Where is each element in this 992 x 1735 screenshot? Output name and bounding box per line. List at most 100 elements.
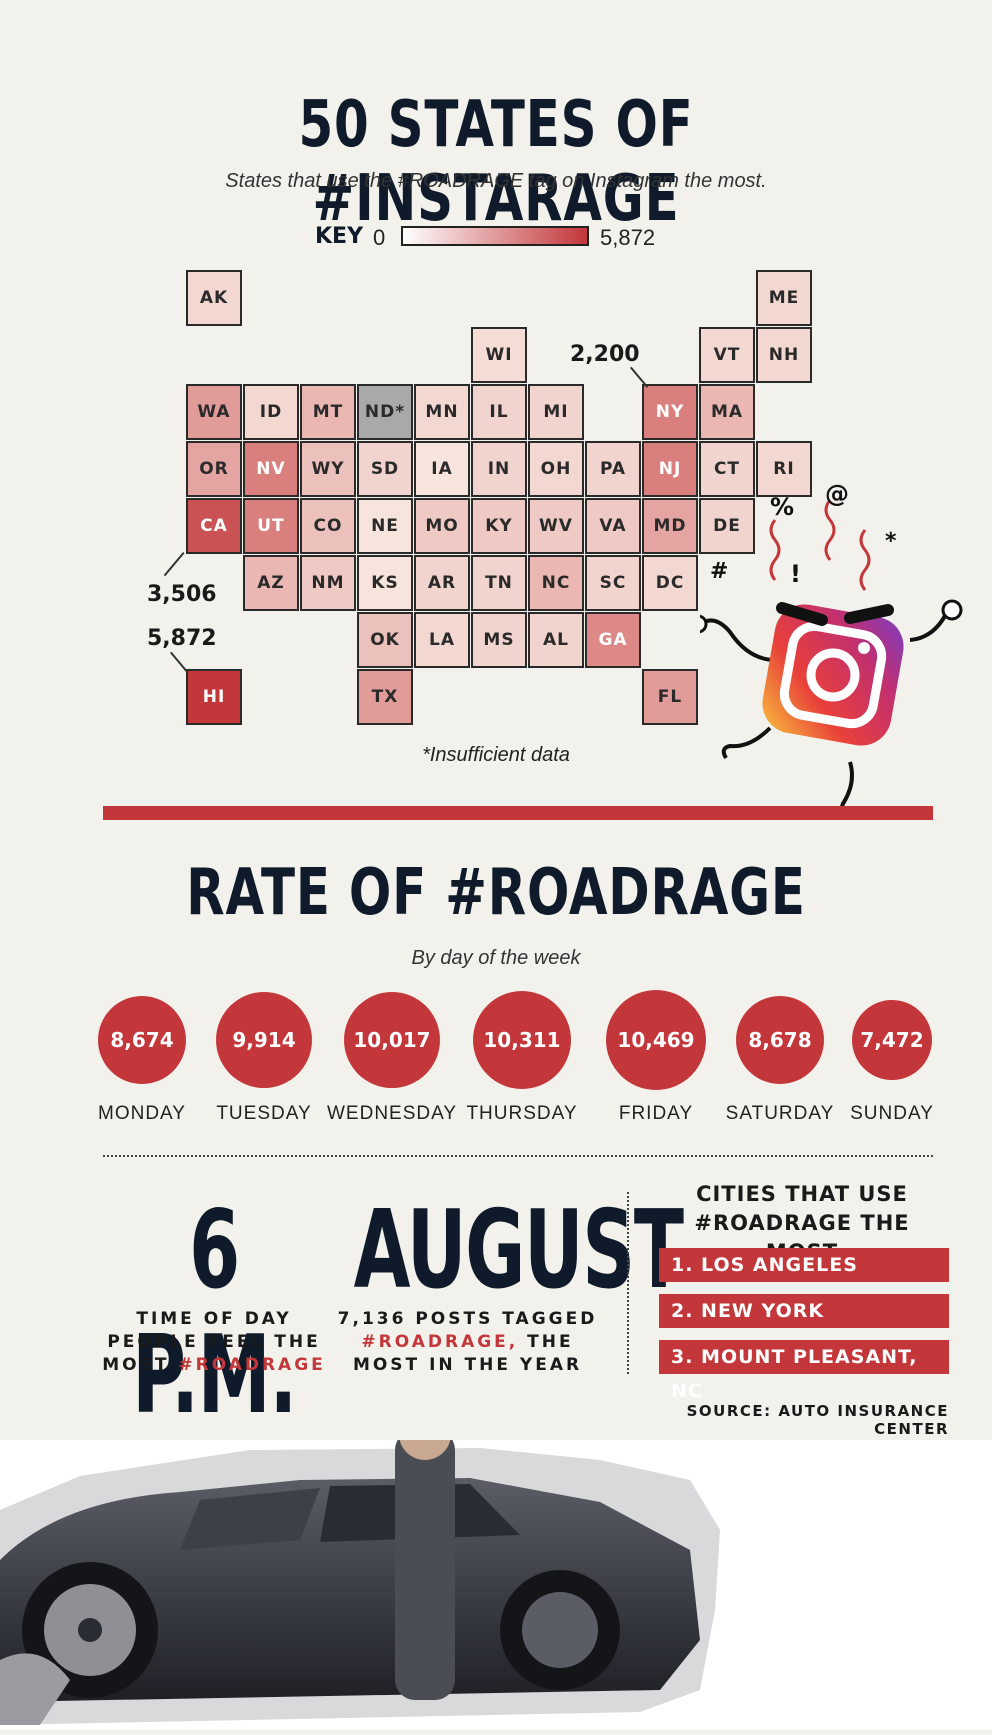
callout-ca: 3,506 bbox=[147, 582, 217, 607]
state-tile-ct: CT bbox=[699, 441, 755, 497]
vertical-divider bbox=[627, 1192, 629, 1374]
day-circles: 8,674 MONDAY 9,914 TUESDAY 10,017 WEDNESDAY 10… bbox=[97, 990, 934, 1124]
state-tile-co: CO bbox=[300, 498, 356, 554]
section-divider bbox=[103, 806, 933, 820]
day-label: THURSDAY bbox=[466, 1103, 578, 1124]
state-tile-va: VA bbox=[585, 498, 641, 554]
state-tile-hi: HI bbox=[186, 669, 242, 725]
state-tile-vt: VT bbox=[699, 327, 755, 383]
peak-month-line3: MOST IN THE YEAR bbox=[352, 1355, 583, 1375]
state-tile-nc: NC bbox=[528, 555, 584, 611]
map-footnote: *Insufficient data bbox=[422, 744, 570, 766]
state-tile-de: DE bbox=[699, 498, 755, 554]
source-credit: SOURCE: AUTO INSURANCE CENTER bbox=[686, 1402, 949, 1438]
state-tile-tn: TN bbox=[471, 555, 527, 611]
state-tile-mn: MN bbox=[414, 384, 470, 440]
state-tile-ok: OK bbox=[357, 612, 413, 668]
state-tile-ia: IA bbox=[414, 441, 470, 497]
peak-time: 6 P.M. bbox=[132, 1188, 297, 1438]
day-value-circle: 10,469 bbox=[606, 990, 706, 1090]
state-tile-ny: NY bbox=[642, 384, 698, 440]
state-tile-ne: NE bbox=[357, 498, 413, 554]
angry-instagram-mascot: @ % # ! * bbox=[688, 480, 970, 820]
peak-time-line3-text: MOST bbox=[102, 1355, 179, 1375]
state-tile-il: IL bbox=[471, 384, 527, 440]
key-max: 5,872 bbox=[600, 225, 656, 250]
mascot-symbol-at: @ bbox=[825, 480, 849, 508]
state-tile-id: ID bbox=[243, 384, 299, 440]
peak-month-caption: 7,136 POSTS TAGGED #ROADRAGE, THE MOST I… bbox=[320, 1308, 615, 1377]
rate-subtitle: By day of the week bbox=[411, 947, 581, 969]
day-label: MONDAY bbox=[98, 1103, 186, 1124]
state-tile-az: AZ bbox=[243, 555, 299, 611]
city-item: 1. LOS ANGELES bbox=[659, 1248, 949, 1282]
color-key: KEY 0 5,872 bbox=[315, 224, 695, 254]
mascot-symbol-star: * bbox=[885, 529, 897, 554]
wrecked-car-photo bbox=[0, 1408, 720, 1725]
cities-heading-line1: CITIES THAT USE bbox=[696, 1182, 908, 1206]
mascot-symbol-hash: # bbox=[710, 559, 728, 584]
state-tile-wa: WA bbox=[186, 384, 242, 440]
peak-month-line1: 7,136 POSTS TAGGED bbox=[337, 1309, 598, 1329]
state-tile-mo: MO bbox=[414, 498, 470, 554]
state-tile-me: ME bbox=[756, 270, 812, 326]
angry-instagram-icon: @ % # ! * bbox=[688, 480, 963, 814]
state-tile-tx: TX bbox=[357, 669, 413, 725]
rate-title: RATE OF #ROADRAGE bbox=[186, 856, 806, 930]
day-label: TUESDAY bbox=[216, 1103, 312, 1124]
state-tile-la: LA bbox=[414, 612, 470, 668]
state-tile-ks: KS bbox=[357, 555, 413, 611]
state-tile-md: MD bbox=[642, 498, 698, 554]
state-tile-ca: CA bbox=[186, 498, 242, 554]
city-item: 3. MOUNT PLEASANT, NC bbox=[659, 1340, 949, 1402]
state-tile-nj: NJ bbox=[642, 441, 698, 497]
callout-ny: 2,200 bbox=[570, 342, 640, 367]
peak-month: AUGUST bbox=[353, 1188, 684, 1313]
state-tile-wv: WV bbox=[528, 498, 584, 554]
day-value-circle: 9,914 bbox=[215, 991, 313, 1089]
peak-time-line1: TIME OF DAY bbox=[136, 1309, 292, 1329]
state-tile-ma: MA bbox=[699, 384, 755, 440]
day-value-circle: 7,472 bbox=[852, 1000, 932, 1080]
peak-time-caption: TIME OF DAY PEOPLE FEEL THE MOST #ROADRA… bbox=[64, 1308, 364, 1377]
state-tile-in: IN bbox=[471, 441, 527, 497]
key-gradient bbox=[401, 226, 589, 246]
peak-time-line3: MOST #ROADRAGE bbox=[64, 1354, 364, 1377]
peak-month-line2-text: THE bbox=[518, 1332, 574, 1352]
callout-hi: 5,872 bbox=[147, 626, 217, 651]
peak-month-hashtag: #ROADRAGE, bbox=[361, 1332, 519, 1352]
state-tile-wi: WI bbox=[471, 327, 527, 383]
state-tile-ky: KY bbox=[471, 498, 527, 554]
day-value-circle: 8,678 bbox=[735, 995, 825, 1085]
state-tile-oh: OH bbox=[528, 441, 584, 497]
mascot-symbol-bang: ! bbox=[790, 560, 801, 588]
state-tile-mi: MI bbox=[528, 384, 584, 440]
state-tile-ri: RI bbox=[756, 441, 812, 497]
state-tile-ak: AK bbox=[186, 270, 242, 326]
city-item: 2. NEW YORK bbox=[659, 1294, 949, 1328]
bottom-photo-area bbox=[0, 1408, 992, 1730]
day-value-circle: 8,674 bbox=[97, 995, 186, 1084]
page-title: 50 STATES OF #INSTARAGE bbox=[298, 88, 694, 236]
key-min: 0 bbox=[373, 225, 386, 250]
state-tile-ut: UT bbox=[243, 498, 299, 554]
state-tile-dc: DC bbox=[642, 555, 698, 611]
state-tile-mt: MT bbox=[300, 384, 356, 440]
state-tile-sd: SD bbox=[357, 441, 413, 497]
state-tile-pa: PA bbox=[585, 441, 641, 497]
peak-time-hashtag: #ROADRAGE bbox=[178, 1355, 326, 1375]
state-tile-nd: ND* bbox=[357, 384, 413, 440]
state-tile-ga: GA bbox=[585, 612, 641, 668]
state-tile-al: AL bbox=[528, 612, 584, 668]
state-tile-ar: AR bbox=[414, 555, 470, 611]
state-tile-map: AK ME WI VT NH WA ID MT ND* MN IL MI NY MA OR NV WY SD IA I… bbox=[0, 0, 992, 780]
state-tile-nm: NM bbox=[300, 555, 356, 611]
day-value-circle: 10,311 bbox=[472, 990, 572, 1090]
dotted-divider bbox=[103, 1155, 933, 1157]
day-label: SUNDAY bbox=[850, 1103, 934, 1124]
key-label: KEY bbox=[315, 224, 364, 249]
peak-month-line2: #ROADRAGE, THE bbox=[320, 1331, 615, 1354]
day-label: WEDNESDAY bbox=[327, 1103, 458, 1124]
state-tile-wy: WY bbox=[300, 441, 356, 497]
page-subtitle: States that use the #ROADRAGE tag on Ins… bbox=[225, 170, 767, 192]
